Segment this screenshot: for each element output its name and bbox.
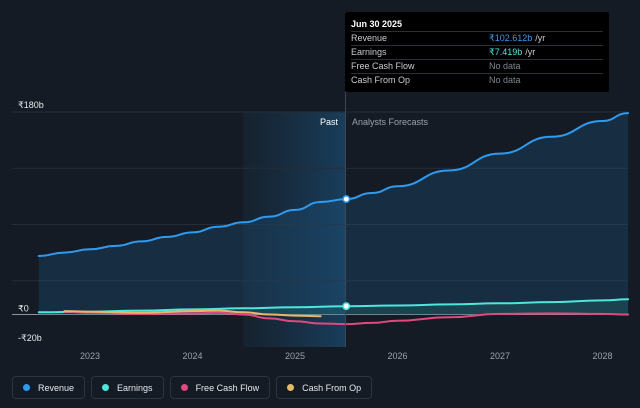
y-tick-label: -₹20b xyxy=(18,333,42,343)
x-tick-label: 2024 xyxy=(182,351,202,361)
y-tick-label: ₹0 xyxy=(18,304,29,314)
legend-dot-icon xyxy=(23,384,30,391)
y-axis: ₹180b ₹0 -₹20b xyxy=(18,100,44,343)
tooltip-value: ₹102.612b xyxy=(489,33,533,43)
legend-item-cash-from-op[interactable]: Cash From Op xyxy=(276,376,373,399)
legend-dot-icon xyxy=(287,384,295,391)
gridlines xyxy=(12,111,628,315)
series-line-free-cash-flow xyxy=(63,310,630,326)
tooltip-date: Jun 30 2025 xyxy=(351,19,403,29)
revenue-area xyxy=(38,113,629,315)
tooltip-row-fcf: Free Cash Flow No data xyxy=(351,59,603,73)
series-line-revenue xyxy=(37,112,630,257)
legend-label: Cash From Op xyxy=(302,382,362,393)
tooltip-row-earnings: Earnings ₹7.419b /yr xyxy=(351,45,603,59)
x-tick-label: 2023 xyxy=(80,351,100,361)
legend-dot-icon xyxy=(102,384,110,391)
x-axis: 2023 2024 2025 2026 2027 2028 xyxy=(80,351,613,361)
tooltip-label: Earnings xyxy=(351,47,387,57)
tooltip-label: Cash From Op xyxy=(351,75,411,85)
x-tick-label: 2026 xyxy=(387,351,407,361)
revenue-marker xyxy=(342,195,351,204)
legend-item-earnings[interactable]: Earnings xyxy=(91,376,164,399)
tooltip-row-revenue: Revenue ₹102.612b /yr xyxy=(351,31,603,45)
tooltip-row-cfo: Cash From Op No data xyxy=(351,73,603,87)
x-tick-label: 2025 xyxy=(285,351,305,361)
legend-dot-icon xyxy=(180,384,188,391)
x-tick-label: 2028 xyxy=(592,351,612,361)
legend-label: Earnings xyxy=(117,382,153,393)
tooltip-unit: /yr xyxy=(525,47,536,57)
forecast-label: Analysts Forecasts xyxy=(352,117,429,127)
legend-label: Revenue xyxy=(38,382,75,393)
hover-markers xyxy=(342,195,351,311)
tooltip-label: Revenue xyxy=(351,33,388,43)
tooltip-value: ₹7.419b xyxy=(489,47,523,57)
tooltip-value: No data xyxy=(489,75,521,85)
y-tick-label: ₹180b xyxy=(18,100,44,110)
tooltip-label: Free Cash Flow xyxy=(351,61,415,71)
legend: Revenue Earnings Free Cash Flow Cash Fro… xyxy=(12,376,373,399)
tooltip: Jun 30 2025 Revenue ₹102.612b /yr Earnin… xyxy=(345,12,609,92)
legend-item-revenue[interactable]: Revenue xyxy=(12,376,86,399)
tooltip-value: No data xyxy=(489,61,521,71)
tooltip-unit: /yr xyxy=(535,33,546,43)
legend-item-free-cash-flow[interactable]: Free Cash Flow xyxy=(169,376,271,399)
legend-label: Free Cash Flow xyxy=(195,382,260,393)
past-label: Past xyxy=(320,117,339,127)
earnings-marker xyxy=(342,302,351,311)
x-tick-label: 2027 xyxy=(490,351,510,361)
series-line-cash-from-op xyxy=(63,309,322,318)
